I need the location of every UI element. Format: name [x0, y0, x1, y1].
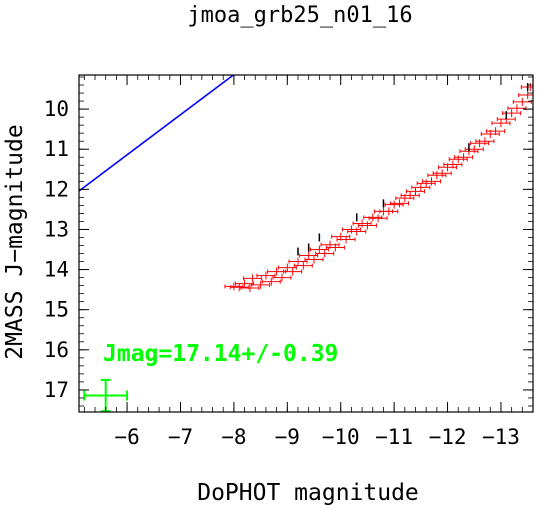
- chart-title: jmoa_grb25_n01_16: [187, 3, 412, 28]
- x-tick-label: −13: [482, 425, 520, 449]
- y-tick-label: 17: [44, 378, 69, 402]
- y-tick-label: 16: [44, 338, 69, 362]
- y-tick-label: 15: [44, 298, 69, 322]
- y-tick-label: 12: [44, 177, 69, 201]
- fit-line: [79, 75, 235, 192]
- x-tick-label: −12: [429, 425, 467, 449]
- y-tick-label: 14: [44, 258, 69, 282]
- x-tick-label: −6: [114, 425, 139, 449]
- x-axis-title: DoPHOT magnitude: [197, 480, 419, 506]
- y-tick-label: 10: [44, 97, 69, 121]
- x-tick-label: −10: [322, 425, 360, 449]
- y-axis-title: 2MASS J−magnitude: [2, 124, 28, 359]
- plot-frame: [78, 74, 534, 413]
- data-layer: [79, 75, 533, 412]
- zero-point-annotation: Jmag=17.14+/-0.39: [103, 341, 338, 367]
- x-tick-label: −7: [168, 425, 193, 449]
- y-tick-label: 13: [44, 217, 69, 241]
- x-tick-label: −9: [275, 425, 300, 449]
- y-tick-label: 11: [44, 137, 69, 161]
- x-tick-label: −11: [375, 425, 413, 449]
- x-tick-label: −8: [221, 425, 246, 449]
- plot-area: −6 −7 −8 −9 −10 −11 −12 −13 10 11 12 13 14 15 16 17: [44, 74, 534, 449]
